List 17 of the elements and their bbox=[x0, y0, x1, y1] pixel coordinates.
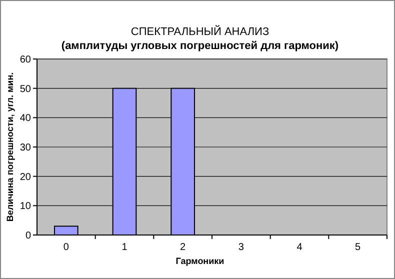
x-tick-label: 1 bbox=[122, 242, 128, 253]
x-tick-label: 3 bbox=[238, 242, 244, 253]
x-axis-title: Гармоники bbox=[176, 256, 224, 266]
y-tick-label: 20 bbox=[20, 172, 32, 183]
y-tick-label: 30 bbox=[20, 142, 32, 154]
x-tick-label: 2 bbox=[180, 242, 186, 253]
chart-subtitle: (амплитуды угловых погрешностей для гармоник) bbox=[61, 40, 339, 52]
y-axis-title: Величина погрешности, угл. мин. bbox=[5, 72, 15, 222]
x-tick-label: 5 bbox=[355, 242, 362, 253]
y-tick-label: 0 bbox=[25, 230, 32, 242]
chart-title: СПЕКТРАЛЬНЫЙ АНАЛИЗ bbox=[130, 25, 270, 38]
x-tick-label: 0 bbox=[63, 242, 70, 253]
y-tick-label: 60 bbox=[20, 54, 32, 66]
x-tick-label: 4 bbox=[296, 242, 303, 253]
y-tick-label: 50 bbox=[20, 84, 32, 95]
y-tick-label: 40 bbox=[20, 113, 32, 124]
y-tick-label: 10 bbox=[20, 201, 32, 212]
